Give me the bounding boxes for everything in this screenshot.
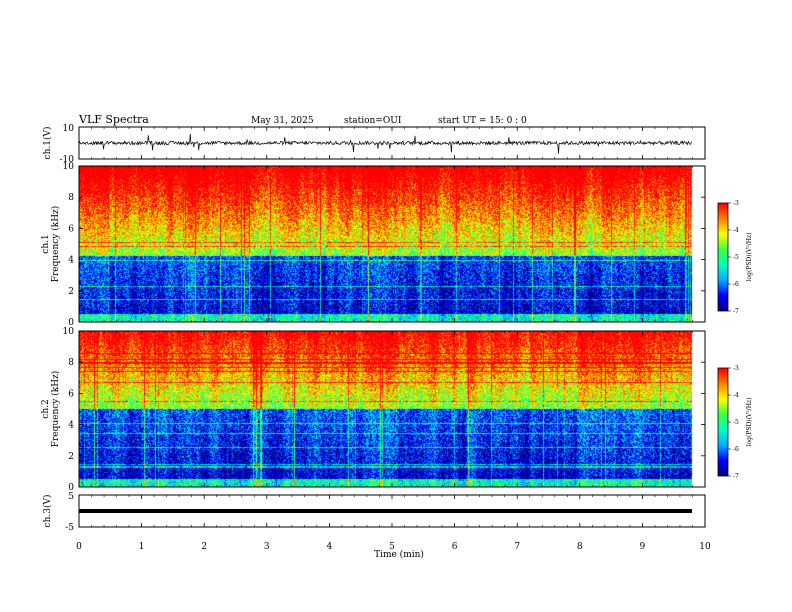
- x-tick-label: 8: [577, 542, 583, 552]
- ch1-spectro-ylabel-1: ch.1: [41, 234, 51, 253]
- ch1-waveform-line: [78, 133, 692, 154]
- ch1-colorbar-label: log(PSD)(V²/Hz): [746, 233, 753, 282]
- ch1-spectro-ylabel-2: Frequency (kHz): [50, 206, 61, 283]
- colorbar-tick-label: -5: [733, 419, 739, 426]
- ch1-ytick-bottom: -10: [60, 155, 75, 165]
- x-tick-label: 5: [389, 542, 395, 552]
- x-tick-label: 4: [327, 542, 333, 552]
- ch3-waveform-ylabel: ch.3(V): [42, 495, 53, 528]
- x-tick-label: 7: [514, 542, 520, 552]
- y-tick-label: 8: [68, 358, 74, 368]
- colorbar-tick-label: -4: [733, 392, 739, 399]
- colorbar-tick-label: -4: [733, 227, 739, 234]
- ch2-colorbar-label: log(PSD)(V²/Hz): [746, 398, 753, 447]
- ch1-ytick-top: 10: [63, 124, 75, 134]
- colorbar-tick-label: -3: [733, 365, 739, 372]
- panel-waveform-ch1: 10 -10 ch.1(V): [42, 124, 706, 165]
- x-tick-label: 2: [201, 542, 207, 552]
- colorbar-tick-label: -7: [733, 308, 739, 315]
- x-tick-label: 6: [452, 542, 458, 552]
- ch2-colorbar: [718, 368, 728, 476]
- ch1-waveform-ylabel: ch.1(V): [42, 127, 53, 160]
- header-start: start UT = 15: 0 : 0: [438, 116, 527, 126]
- x-tick-label: 10: [699, 542, 711, 552]
- ch2-spectro-ylabel-2: Frequency (kHz): [50, 371, 61, 448]
- x-axis-label: Time (min): [374, 549, 424, 560]
- ch3-ytick-bottom: -5: [65, 523, 74, 533]
- colorbar-tick-label: -3: [733, 200, 739, 207]
- y-tick-label: 6: [68, 389, 74, 399]
- y-tick-label: 6: [68, 224, 74, 234]
- y-tick-label: 2: [68, 287, 74, 297]
- colorbar-tick-label: -6: [733, 446, 739, 453]
- x-tick-label: 1: [139, 542, 145, 552]
- y-tick-label: 8: [68, 193, 74, 203]
- y-tick-label: 0: [68, 318, 74, 328]
- y-tick-label: 2: [68, 452, 74, 462]
- header-station: station=OUI: [344, 116, 402, 126]
- colorbar-tick-label: -6: [733, 281, 739, 288]
- y-tick-label: 10: [63, 162, 75, 172]
- ch1-spectrogram-image: [79, 166, 705, 322]
- y-tick-label: 4: [68, 256, 74, 266]
- ch1-waveform-path: [78, 133, 692, 154]
- x-tick-label: 0: [76, 542, 82, 552]
- figure-title: VLF Spectra: [78, 113, 149, 126]
- colorbar-tick-label: -7: [733, 473, 739, 480]
- x-tick-label: 9: [640, 542, 646, 552]
- y-tick-label: 0: [68, 483, 74, 493]
- header-date: May 31, 2025: [251, 116, 314, 126]
- ch3-ytick-top: 5: [68, 492, 74, 502]
- ch2-spectro-ylabel-1: ch.2: [41, 399, 51, 418]
- x-tick-label: 3: [264, 542, 270, 552]
- colorbar-tick-label: -5: [733, 254, 739, 261]
- y-tick-label: 4: [68, 421, 74, 431]
- ch1-colorbar: [718, 203, 728, 311]
- y-tick-label: 10: [63, 327, 75, 337]
- ch3-waveform-line: [79, 509, 692, 513]
- ch2-spectrogram-image: [79, 331, 705, 487]
